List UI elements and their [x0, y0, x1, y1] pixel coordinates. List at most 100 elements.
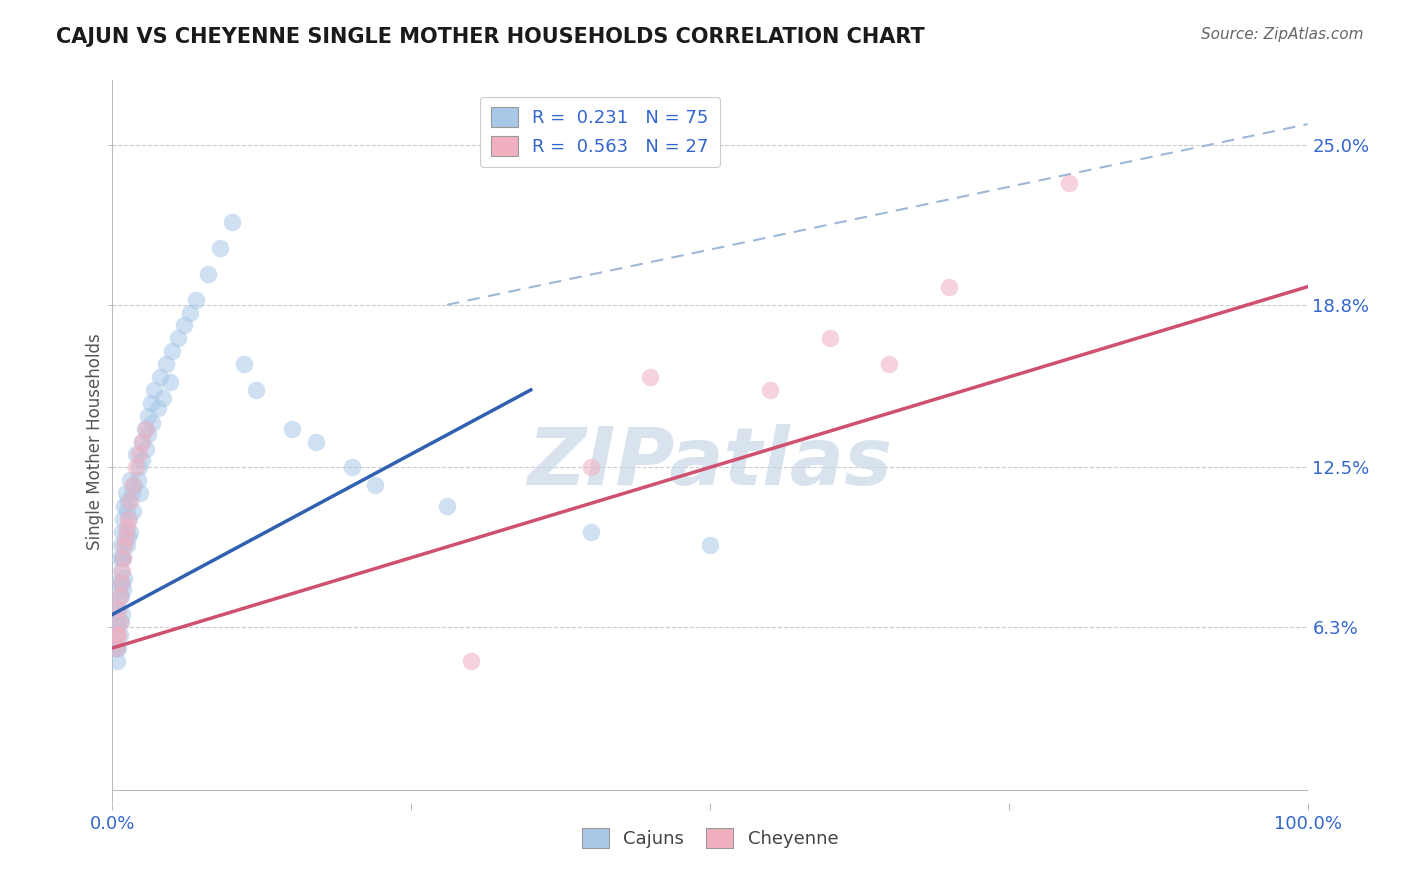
Point: [209, 241, 232, 255]
Point: [114, 538, 135, 552]
Point: [146, 401, 169, 415]
Point: [114, 530, 136, 544]
Point: [105, 640, 128, 655]
Point: [179, 305, 201, 319]
Point: [1057, 177, 1080, 191]
Point: [127, 473, 149, 487]
Point: [139, 396, 162, 410]
Point: [107, 628, 129, 642]
Point: [108, 590, 131, 604]
Point: [155, 357, 177, 371]
Point: [281, 422, 304, 436]
Point: [120, 473, 142, 487]
Point: [111, 607, 134, 622]
Point: [114, 499, 135, 513]
Point: [579, 460, 602, 475]
Point: [221, 215, 243, 229]
Point: [112, 582, 135, 596]
Point: [112, 512, 135, 526]
Point: [245, 383, 267, 397]
Point: [120, 494, 142, 508]
Point: [121, 504, 143, 518]
Point: [364, 478, 387, 492]
Point: [149, 370, 172, 384]
Point: [818, 331, 841, 345]
Point: [197, 267, 219, 281]
Point: [131, 434, 153, 449]
Y-axis label: Single Mother Households: Single Mother Households: [86, 334, 104, 549]
Point: [460, 654, 482, 668]
Point: [143, 383, 166, 397]
Point: [879, 357, 901, 371]
Point: [120, 524, 142, 539]
Point: [114, 571, 135, 585]
Point: [117, 530, 139, 544]
Point: [233, 357, 256, 371]
Point: [110, 564, 132, 578]
Text: Source: ZipAtlas.com: Source: ZipAtlas.com: [1201, 27, 1364, 42]
Point: [114, 486, 136, 500]
Point: [108, 628, 131, 642]
Point: [759, 383, 782, 397]
Point: [135, 442, 157, 457]
Point: [141, 417, 163, 431]
Point: [111, 550, 134, 565]
Point: [114, 538, 135, 552]
Point: [152, 391, 174, 405]
Point: [138, 426, 160, 441]
Point: [112, 550, 135, 565]
Point: [162, 344, 183, 359]
Point: [135, 422, 157, 436]
Point: [125, 447, 148, 461]
Point: [105, 640, 128, 655]
Point: [121, 478, 143, 492]
Point: [111, 524, 134, 539]
Point: [105, 628, 128, 642]
Point: [122, 478, 145, 492]
Point: [108, 615, 131, 630]
Point: [579, 524, 602, 539]
Point: [640, 370, 662, 384]
Point: [117, 512, 139, 526]
Point: [128, 460, 150, 475]
Point: [125, 460, 148, 475]
Point: [110, 538, 132, 552]
Point: [107, 602, 129, 616]
Point: [699, 538, 721, 552]
Point: [117, 494, 139, 508]
Point: [159, 375, 181, 389]
Point: [105, 654, 128, 668]
Text: CAJUN VS CHEYENNE SINGLE MOTHER HOUSEHOLDS CORRELATION CHART: CAJUN VS CHEYENNE SINGLE MOTHER HOUSEHOL…: [56, 27, 925, 46]
Point: [110, 615, 132, 630]
Point: [186, 293, 208, 307]
Point: [128, 447, 150, 461]
Point: [108, 576, 131, 591]
Point: [115, 504, 138, 518]
Point: [115, 519, 138, 533]
Point: [110, 576, 132, 591]
Point: [121, 486, 143, 500]
Point: [129, 486, 152, 500]
Point: [118, 512, 141, 526]
Text: ZIPatlas: ZIPatlas: [527, 425, 893, 502]
Point: [107, 615, 129, 630]
Point: [938, 279, 960, 293]
Point: [111, 576, 134, 591]
Point: [173, 318, 195, 333]
Point: [131, 434, 153, 449]
Point: [107, 640, 129, 655]
Point: [105, 640, 128, 655]
Point: [134, 422, 156, 436]
Point: [105, 628, 128, 642]
Point: [108, 550, 131, 565]
Legend: Cajuns, Cheyenne: Cajuns, Cheyenne: [571, 817, 849, 859]
Point: [167, 331, 190, 345]
Point: [436, 499, 458, 513]
Point: [107, 576, 129, 591]
Point: [305, 434, 328, 449]
Point: [112, 550, 135, 565]
Point: [110, 590, 132, 604]
Point: [105, 602, 128, 616]
Point: [108, 590, 131, 604]
Point: [111, 564, 134, 578]
